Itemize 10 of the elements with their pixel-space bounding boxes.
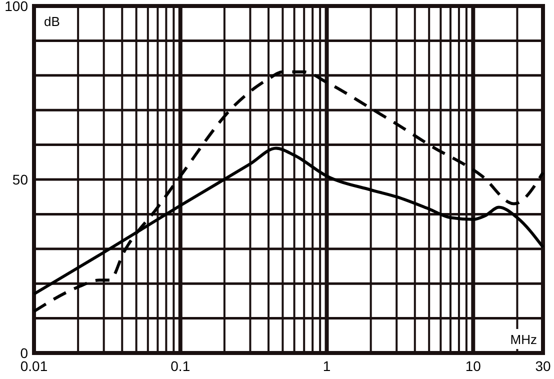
y-tick-label: 50 <box>12 172 28 188</box>
y-axis-title: dB <box>44 14 60 29</box>
x-tick-label: 0.01 <box>20 358 48 374</box>
y-tick-label: 0 <box>20 345 28 361</box>
x-axis-title: MHz <box>510 332 537 347</box>
x-tick-label: 0.1 <box>170 358 190 374</box>
x-tick-label: 30 <box>535 358 551 374</box>
x-tick-label: 10 <box>465 358 482 374</box>
y-tick-label: 100 <box>4 0 28 14</box>
x-tick-label: 1 <box>322 358 331 374</box>
